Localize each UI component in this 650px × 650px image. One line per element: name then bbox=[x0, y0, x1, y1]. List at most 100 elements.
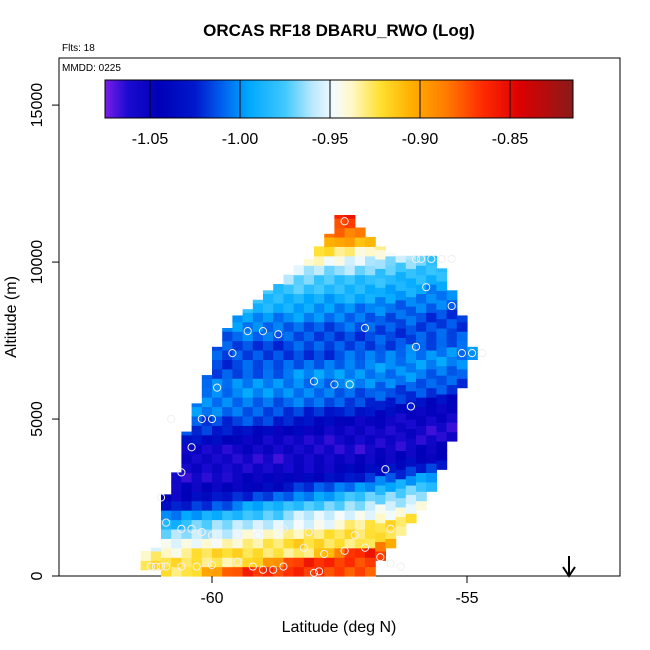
heatmap-cell bbox=[334, 444, 346, 455]
measurement-point bbox=[156, 493, 166, 502]
heatmap-cell bbox=[252, 528, 264, 539]
heatmap-cell bbox=[242, 349, 254, 360]
heatmap-cell bbox=[385, 284, 397, 295]
heatmap-cell bbox=[303, 453, 315, 464]
heatmap-cell bbox=[385, 359, 397, 370]
heatmap-cell bbox=[375, 428, 386, 439]
heatmap-cell bbox=[426, 321, 437, 332]
heatmap-cell bbox=[293, 406, 305, 417]
heatmap-cell bbox=[344, 444, 356, 455]
heatmap-cell bbox=[273, 293, 284, 304]
heatmap-cell bbox=[242, 538, 254, 549]
heatmap-cell bbox=[395, 384, 407, 395]
heatmap-cell bbox=[375, 513, 386, 524]
measurement-point bbox=[207, 414, 217, 424]
measurement-point bbox=[197, 414, 206, 424]
heatmap-cell bbox=[171, 500, 182, 511]
heatmap-cell bbox=[303, 274, 315, 285]
heatmap-cell bbox=[334, 255, 346, 266]
heatmap-cell bbox=[344, 236, 356, 247]
heatmap-cell bbox=[293, 378, 305, 389]
heatmap-cell bbox=[324, 491, 335, 502]
heatmap-cell bbox=[344, 349, 356, 360]
heatmap-cell bbox=[416, 255, 427, 266]
heatmap-cell bbox=[252, 491, 264, 502]
heatmap-cell bbox=[171, 481, 182, 492]
heatmap-cell bbox=[344, 528, 356, 539]
heatmap-cell bbox=[252, 406, 264, 417]
heatmap-cell bbox=[446, 356, 458, 367]
heatmap-cell bbox=[446, 318, 458, 329]
heatmap-cell bbox=[171, 566, 182, 577]
measurement-point bbox=[187, 443, 196, 452]
measurement-point bbox=[299, 543, 308, 552]
heatmap-cell bbox=[293, 415, 305, 426]
heatmap-cell bbox=[222, 453, 233, 464]
heatmap-cell bbox=[222, 349, 233, 360]
heatmap-cell bbox=[385, 340, 397, 351]
heatmap-cell bbox=[334, 510, 346, 521]
y-tick-label: 5000 bbox=[29, 401, 46, 437]
heatmap-cell bbox=[354, 302, 366, 313]
heatmap-cell bbox=[293, 302, 305, 313]
heatmap-cell bbox=[212, 397, 223, 408]
heatmap-cell bbox=[395, 299, 407, 310]
heatmap-cell bbox=[354, 321, 366, 332]
heatmap-cell bbox=[263, 368, 274, 379]
heatmap-cell bbox=[416, 274, 427, 285]
heatmap-cell bbox=[324, 397, 335, 408]
heatmap-cell bbox=[293, 397, 305, 408]
heatmap-cell bbox=[171, 557, 182, 568]
heatmap-cell bbox=[456, 321, 468, 332]
heatmap-cell bbox=[273, 510, 284, 521]
heatmap-cell bbox=[365, 519, 376, 530]
heatmap-cell bbox=[365, 557, 376, 568]
heatmap-cell bbox=[436, 384, 448, 395]
heatmap-cell bbox=[405, 513, 417, 524]
heatmap-cell bbox=[324, 302, 335, 313]
heatmap-cell bbox=[212, 359, 223, 370]
heatmap-cell bbox=[201, 397, 213, 408]
heatmap-cell bbox=[222, 387, 233, 398]
heatmap-cell bbox=[191, 453, 203, 464]
heatmap-cell bbox=[263, 302, 274, 313]
heatmap-cell bbox=[191, 472, 203, 483]
heatmap-cell bbox=[293, 331, 305, 342]
heatmap-cell bbox=[273, 397, 284, 408]
heatmap-cell bbox=[426, 378, 437, 389]
y-axis-label: Altitude (m) bbox=[3, 276, 20, 358]
heatmap-cell bbox=[354, 425, 366, 436]
heatmap-cell bbox=[324, 387, 335, 398]
measurement-point bbox=[213, 383, 222, 392]
heatmap-cell bbox=[324, 415, 335, 426]
heatmap-cell bbox=[436, 327, 448, 339]
heatmap-cell bbox=[222, 397, 233, 408]
heatmap-cell bbox=[263, 397, 274, 408]
heatmap-cell bbox=[436, 337, 448, 348]
heatmap-cell bbox=[293, 538, 305, 549]
heatmap-cell bbox=[334, 321, 346, 332]
heatmap-cell bbox=[273, 368, 284, 379]
heatmap-cell bbox=[201, 472, 213, 483]
heatmap-cell bbox=[252, 340, 264, 351]
heatmap-cell bbox=[252, 299, 264, 304]
heatmap-cell bbox=[303, 406, 315, 417]
heatmap-cell bbox=[273, 519, 284, 530]
heatmap-cell bbox=[303, 444, 315, 455]
heatmap-cell bbox=[201, 415, 213, 426]
heatmap-cell bbox=[375, 522, 386, 533]
heatmap-cell bbox=[416, 453, 427, 464]
heatmap-cell bbox=[426, 397, 437, 408]
arrow-head bbox=[562, 566, 576, 578]
heatmap-cell bbox=[334, 557, 346, 568]
heatmap-cell bbox=[293, 444, 305, 455]
heatmap-cell bbox=[395, 255, 407, 263]
heatmap-cell bbox=[263, 349, 274, 360]
measurement-point bbox=[162, 518, 171, 527]
heatmap-cell bbox=[303, 387, 315, 398]
heatmap-cell bbox=[212, 528, 223, 539]
heatmap-cell bbox=[222, 566, 233, 577]
heatmap-cell bbox=[426, 481, 437, 492]
measurement-points bbox=[146, 217, 487, 577]
heatmap-cell bbox=[181, 538, 193, 549]
